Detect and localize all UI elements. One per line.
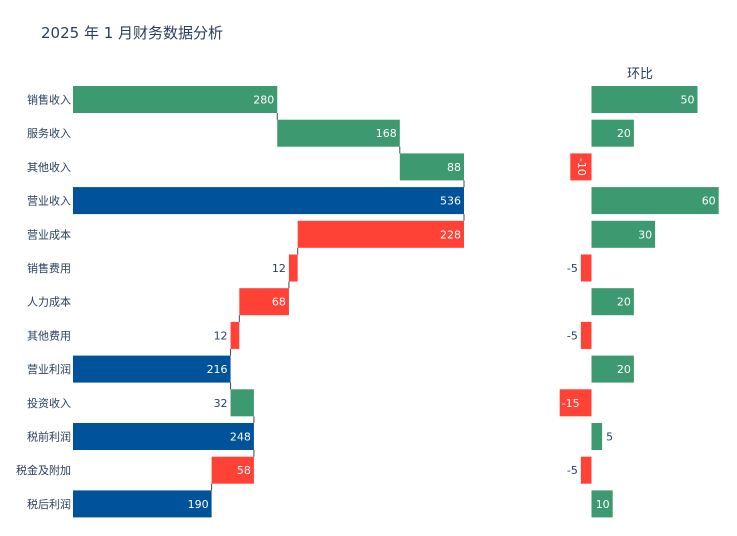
comparison-bar	[559, 389, 592, 417]
bar-value-label: 88	[447, 161, 461, 174]
waterfall-bar	[288, 254, 298, 282]
category-label: 营业成本	[27, 227, 71, 241]
comparison-bar	[591, 187, 719, 215]
bar-value-label: 280	[253, 94, 274, 107]
comparison-bar	[591, 220, 656, 248]
chart-title: 2025 年 1 月财务数据分析	[41, 24, 223, 42]
bar-value-label: 12	[214, 329, 228, 342]
comparison-bar	[591, 423, 603, 450]
bar-value-label: 32	[214, 397, 228, 410]
comparison-value-label: 50	[681, 94, 695, 107]
waterfall-bar	[73, 355, 231, 383]
comparison-value-label: 20	[617, 363, 631, 376]
comparison-value-label: -5	[567, 329, 578, 342]
waterfall-bar	[73, 86, 278, 113]
category-label: 服务收入	[27, 126, 71, 140]
waterfall-bar	[73, 187, 464, 215]
bar-value-label: 536	[440, 195, 461, 208]
category-label: 投资收入	[27, 396, 71, 410]
comparison-bar	[580, 254, 592, 282]
bar-value-label: 216	[207, 363, 228, 376]
comparison-bar	[580, 456, 592, 484]
comparison-bar	[591, 119, 634, 147]
comparison-value-label: 60	[702, 195, 716, 208]
comparison-bar	[591, 355, 634, 383]
waterfall-bar	[73, 490, 212, 518]
category-label: 税前利润	[27, 430, 71, 444]
category-label: 其他收入	[27, 160, 71, 174]
category-label: 其他费用	[27, 329, 71, 342]
comparison-value-label: -5	[567, 464, 578, 477]
category-label: 税金及附加	[16, 463, 71, 477]
comparison-bar	[570, 153, 592, 181]
bar-value-label: 248	[230, 431, 251, 444]
bar-value-label: 228	[440, 228, 461, 241]
category-label: 税后利润	[27, 497, 71, 511]
category-label: 营业收入	[27, 194, 71, 208]
waterfall-bar	[230, 321, 240, 349]
bar-value-label: 190	[188, 498, 209, 511]
waterfall-bar	[230, 389, 254, 417]
comparison-value-label: 30	[638, 228, 652, 241]
comparison-value-label: -5	[567, 262, 578, 275]
bar-value-label: 168	[376, 127, 397, 140]
comparison-bar	[591, 288, 634, 316]
waterfall-bar	[277, 119, 400, 147]
comparison-bar	[580, 321, 592, 349]
category-label: 人力成本	[27, 295, 71, 309]
waterfall-bar	[239, 288, 289, 316]
comparison-value-label: -15	[562, 397, 580, 410]
comparison-bar	[591, 490, 613, 518]
bar-value-label: 68	[272, 296, 286, 309]
category-label: 销售收入	[27, 93, 71, 107]
comparison-panel-title: 环比	[627, 67, 653, 82]
comparison-bar	[591, 86, 698, 113]
comparison-value-label: -10	[575, 158, 588, 176]
waterfall-bar	[73, 423, 254, 450]
bar-value-label: 58	[237, 464, 251, 477]
waterfall-bar	[399, 153, 464, 181]
comparison-value-label: 5	[606, 431, 613, 444]
waterfall-bar	[297, 220, 464, 248]
category-label: 营业利润	[27, 362, 71, 376]
waterfall-bar	[211, 456, 254, 484]
bar-value-label: 12	[272, 262, 286, 275]
category-label: 销售费用	[27, 261, 71, 275]
comparison-value-label: 20	[617, 296, 631, 309]
comparison-value-label: 20	[617, 127, 631, 140]
comparison-value-label: 10	[596, 498, 610, 511]
